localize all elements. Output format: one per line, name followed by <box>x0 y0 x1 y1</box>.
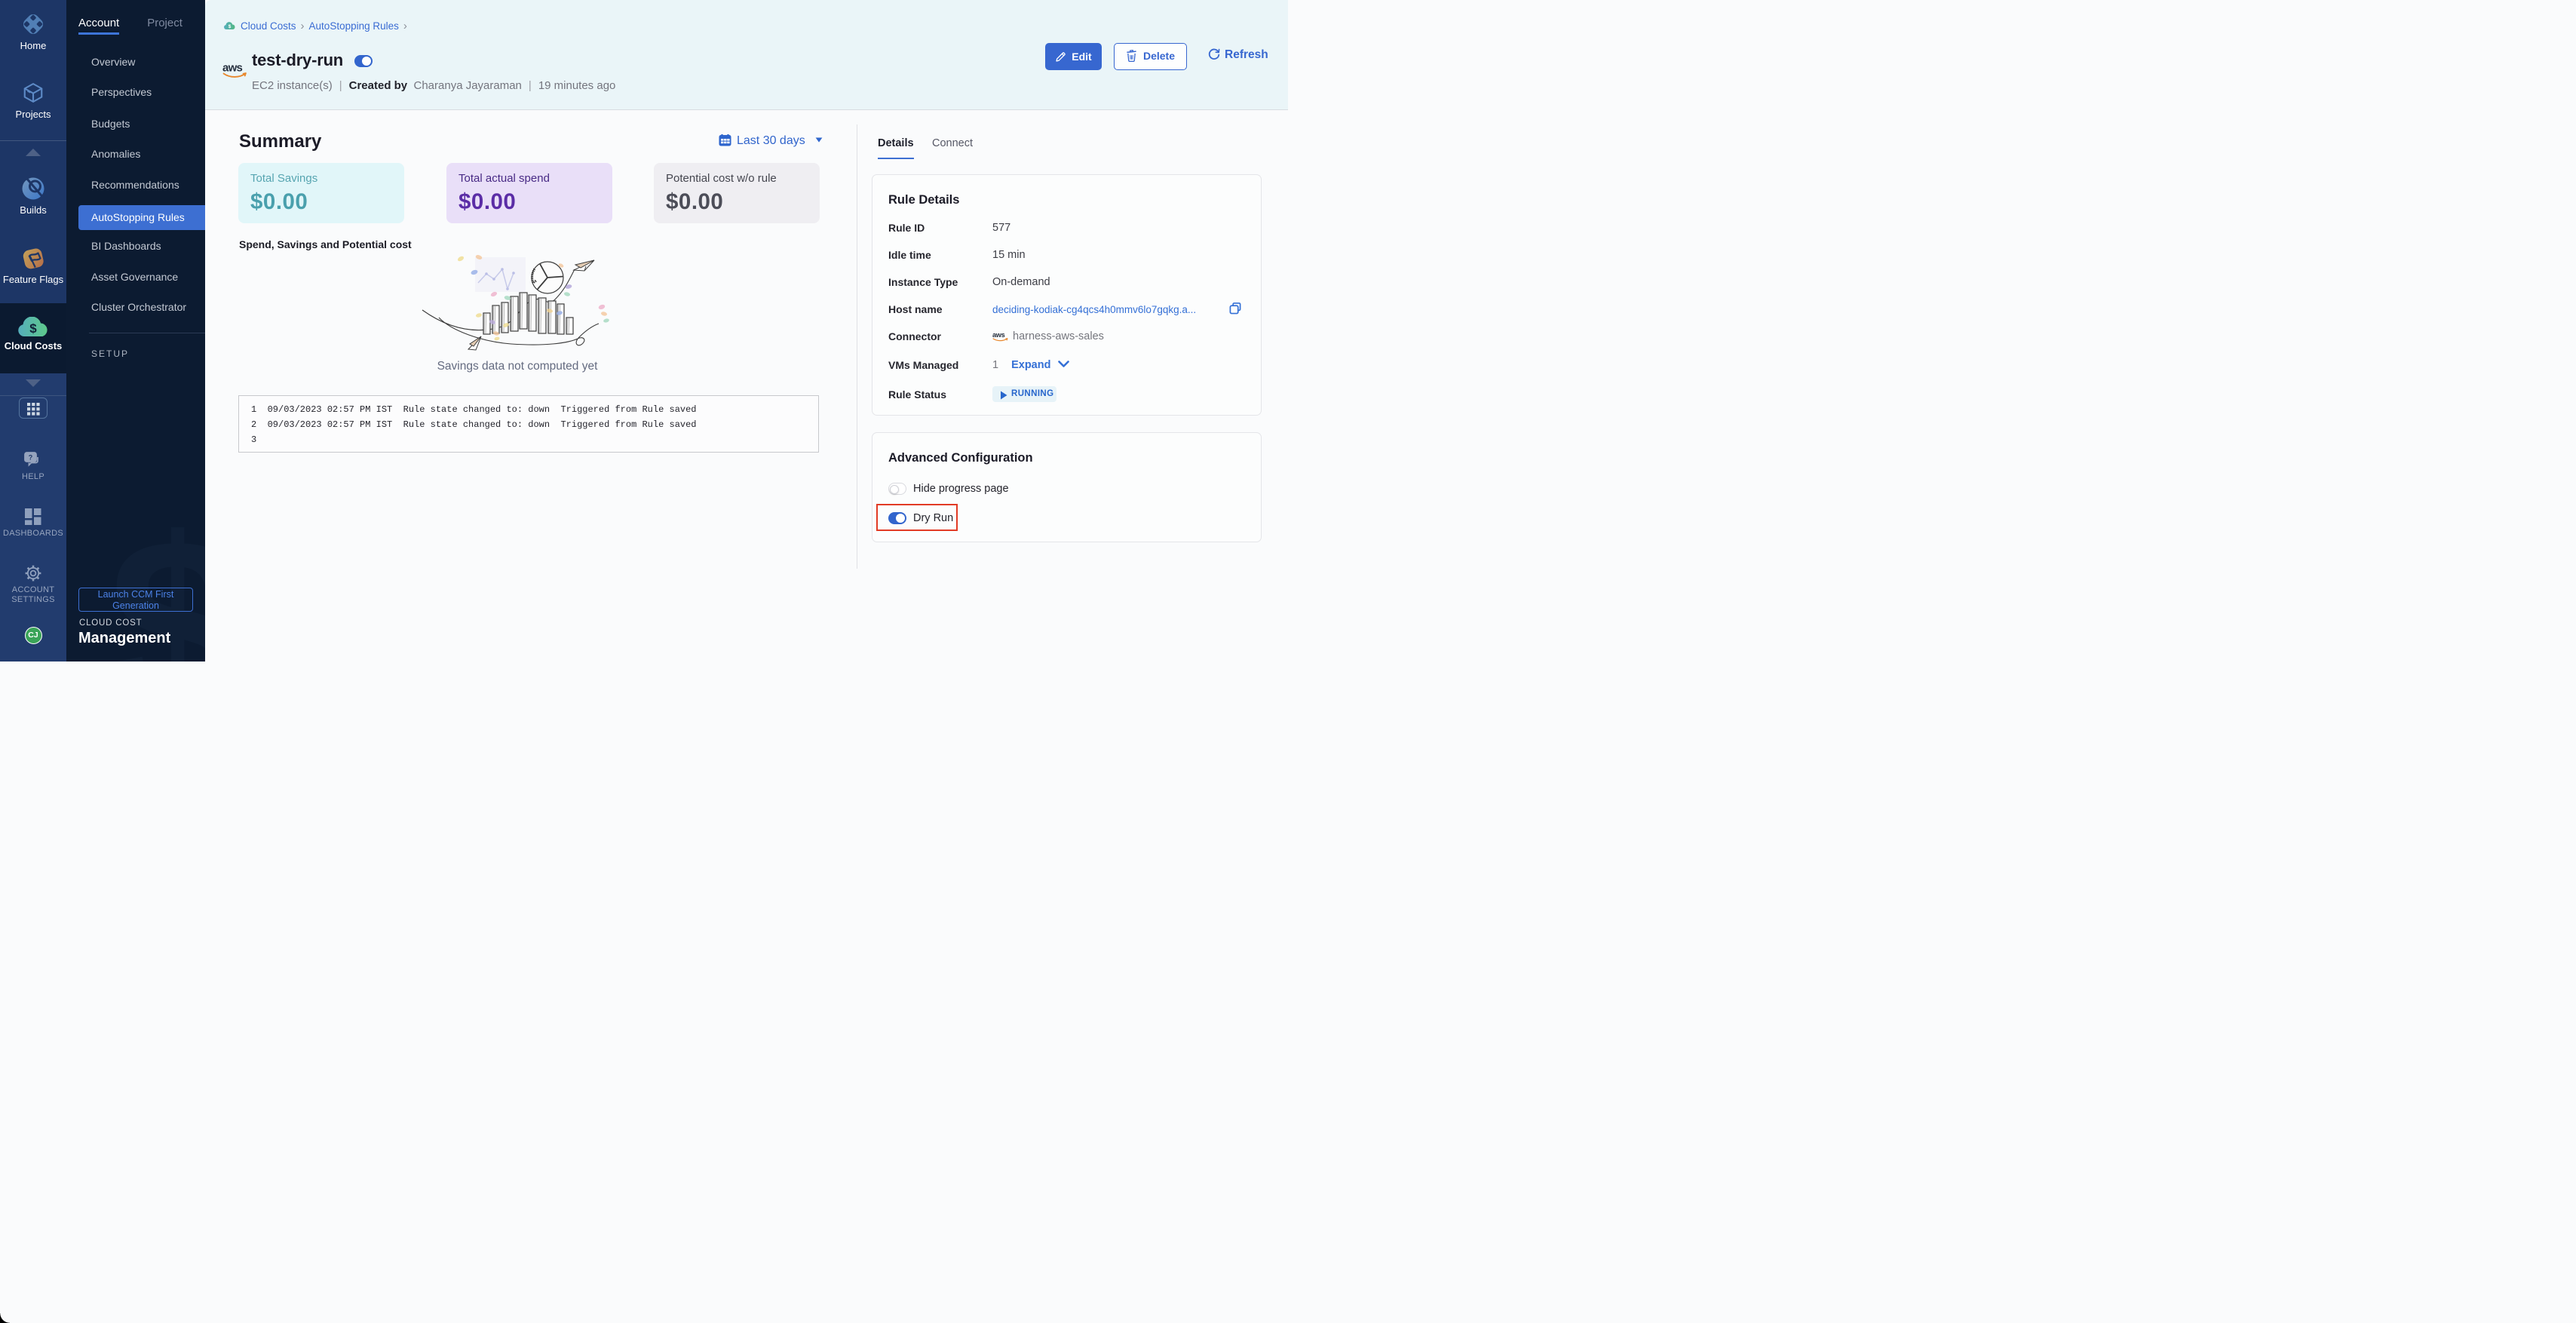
svg-text:aws: aws <box>992 331 1005 339</box>
svg-text:$: $ <box>228 24 232 29</box>
svg-text:?: ? <box>29 454 33 462</box>
svg-text:aws: aws <box>222 62 243 75</box>
svg-text:$: $ <box>29 321 37 336</box>
